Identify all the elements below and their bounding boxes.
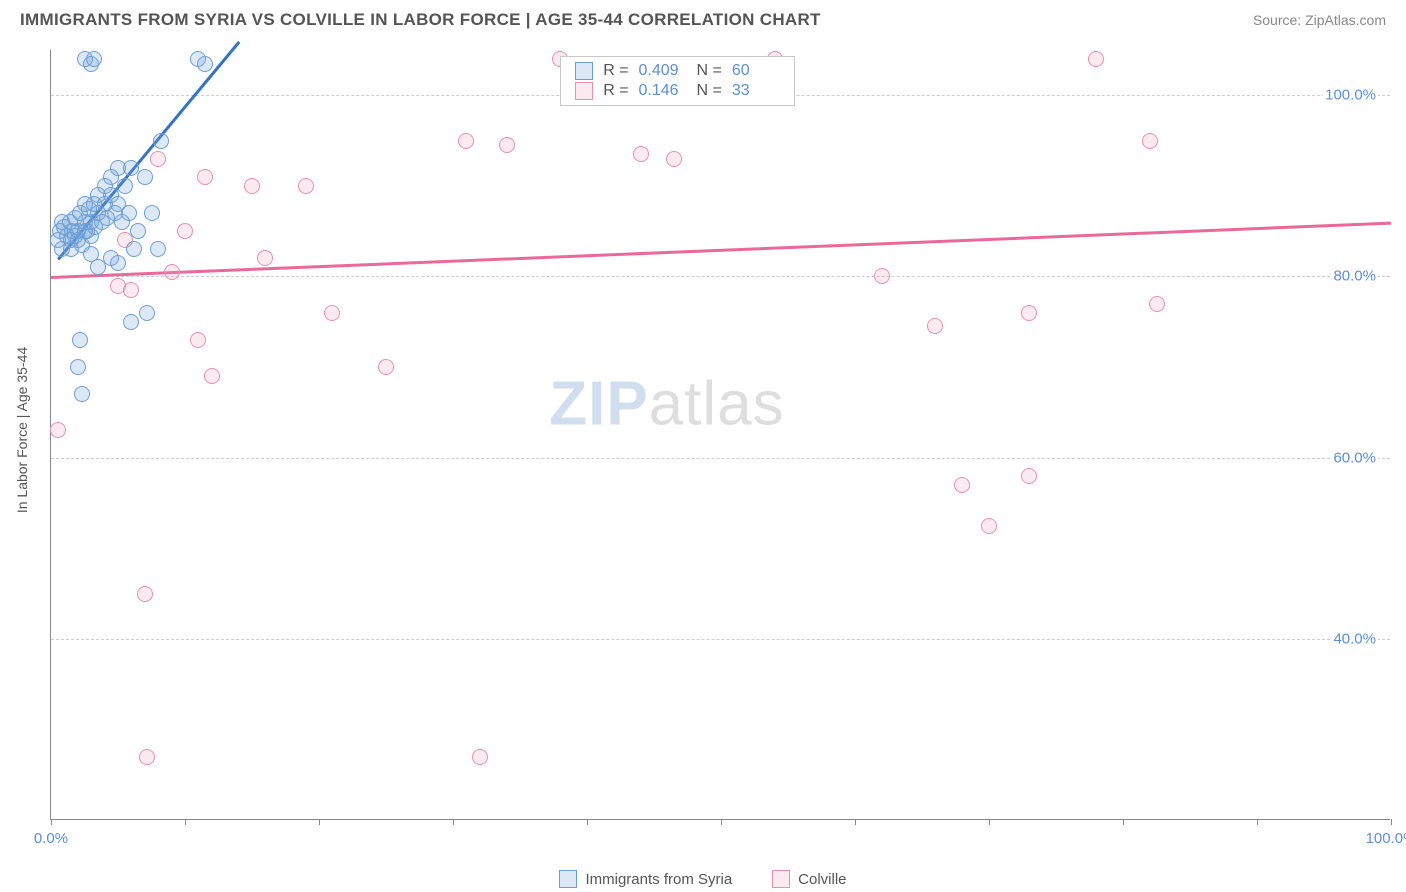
- stats-legend: R = 0.409 N = 60 R = 0.146 N = 33: [560, 56, 795, 106]
- data-point: [123, 282, 139, 298]
- data-point: [139, 305, 155, 321]
- data-point: [123, 314, 139, 330]
- bottom-legend: Immigrants from Syria Colville: [0, 870, 1406, 888]
- data-point: [54, 214, 70, 230]
- legend-swatch: [575, 62, 593, 80]
- x-tick: [453, 819, 454, 825]
- stats-row: R = 0.146 N = 33: [561, 81, 794, 101]
- x-tick: [721, 819, 722, 825]
- data-point: [204, 368, 220, 384]
- gridline: [51, 458, 1390, 459]
- data-point: [298, 178, 314, 194]
- data-point: [666, 151, 682, 167]
- stat-n-value: 33: [732, 82, 780, 100]
- data-point: [244, 178, 260, 194]
- data-point: [1088, 51, 1104, 67]
- y-tick-label: 60.0%: [1331, 449, 1378, 466]
- stat-r-value: 0.409: [639, 62, 687, 80]
- data-point: [86, 51, 102, 67]
- data-point: [954, 477, 970, 493]
- data-point: [130, 223, 146, 239]
- data-point: [458, 133, 474, 149]
- watermark: ZIPatlas: [549, 368, 784, 439]
- title-bar: IMMIGRANTS FROM SYRIA VS COLVILLE IN LAB…: [0, 0, 1406, 36]
- chart-title: IMMIGRANTS FROM SYRIA VS COLVILLE IN LAB…: [20, 10, 821, 30]
- x-tick: [185, 819, 186, 825]
- data-point: [177, 223, 193, 239]
- x-tick: [989, 819, 990, 825]
- data-point: [1021, 468, 1037, 484]
- data-point: [197, 56, 213, 72]
- data-point: [633, 146, 649, 162]
- stat-r-label: R =: [603, 82, 628, 100]
- y-axis-title: In Labor Force | Age 35-44: [14, 347, 30, 513]
- legend-swatch: [772, 870, 790, 888]
- data-point: [139, 749, 155, 765]
- data-point: [126, 241, 142, 257]
- data-point: [164, 264, 180, 280]
- data-point: [257, 250, 273, 266]
- data-point: [874, 268, 890, 284]
- data-point: [72, 332, 88, 348]
- data-point: [144, 205, 160, 221]
- data-point: [74, 386, 90, 402]
- data-point: [190, 332, 206, 348]
- x-tick: [51, 819, 52, 825]
- stat-r-value: 0.146: [639, 82, 687, 100]
- stat-n-label: N =: [697, 82, 722, 100]
- legend-label: Immigrants from Syria: [585, 871, 732, 888]
- data-point: [1142, 133, 1158, 149]
- watermark-rest: atlas: [649, 369, 785, 438]
- data-point: [110, 255, 126, 271]
- data-point: [378, 359, 394, 375]
- x-tick-label: 100.0%: [1366, 830, 1406, 847]
- data-point: [1021, 305, 1037, 321]
- watermark-zip: ZIP: [549, 369, 648, 438]
- data-point: [150, 241, 166, 257]
- x-tick: [587, 819, 588, 825]
- data-point: [137, 169, 153, 185]
- legend-item: Colville: [772, 870, 846, 888]
- data-point: [63, 241, 79, 257]
- stat-n-label: N =: [697, 62, 722, 80]
- source-label: Source: ZipAtlas.com: [1253, 12, 1386, 28]
- x-tick: [319, 819, 320, 825]
- x-tick: [1391, 819, 1392, 825]
- data-point: [117, 178, 133, 194]
- y-tick-label: 40.0%: [1331, 630, 1378, 647]
- x-tick: [1257, 819, 1258, 825]
- y-tick-label: 100.0%: [1323, 87, 1378, 104]
- trend-line: [51, 222, 1391, 279]
- data-point: [77, 223, 93, 239]
- data-point: [121, 205, 137, 221]
- x-tick: [1123, 819, 1124, 825]
- gridline: [51, 639, 1390, 640]
- x-tick: [855, 819, 856, 825]
- stats-row: R = 0.409 N = 60: [561, 61, 794, 81]
- stat-r-label: R =: [603, 62, 628, 80]
- data-point: [197, 169, 213, 185]
- data-point: [70, 359, 86, 375]
- legend-item: Immigrants from Syria: [559, 870, 732, 888]
- data-point: [324, 305, 340, 321]
- data-point: [981, 518, 997, 534]
- legend-swatch: [575, 82, 593, 100]
- y-tick-label: 80.0%: [1331, 268, 1378, 285]
- data-point: [137, 586, 153, 602]
- data-point: [1149, 296, 1165, 312]
- data-point: [472, 749, 488, 765]
- plot-area: ZIPatlas 40.0%60.0%80.0%100.0%0.0%100.0%…: [50, 50, 1390, 820]
- data-point: [150, 151, 166, 167]
- stat-n-value: 60: [732, 62, 780, 80]
- data-point: [153, 133, 169, 149]
- x-tick-label: 0.0%: [34, 830, 68, 847]
- data-point: [50, 422, 66, 438]
- data-point: [927, 318, 943, 334]
- legend-label: Colville: [798, 871, 846, 888]
- gridline: [51, 276, 1390, 277]
- data-point: [499, 137, 515, 153]
- legend-swatch: [559, 870, 577, 888]
